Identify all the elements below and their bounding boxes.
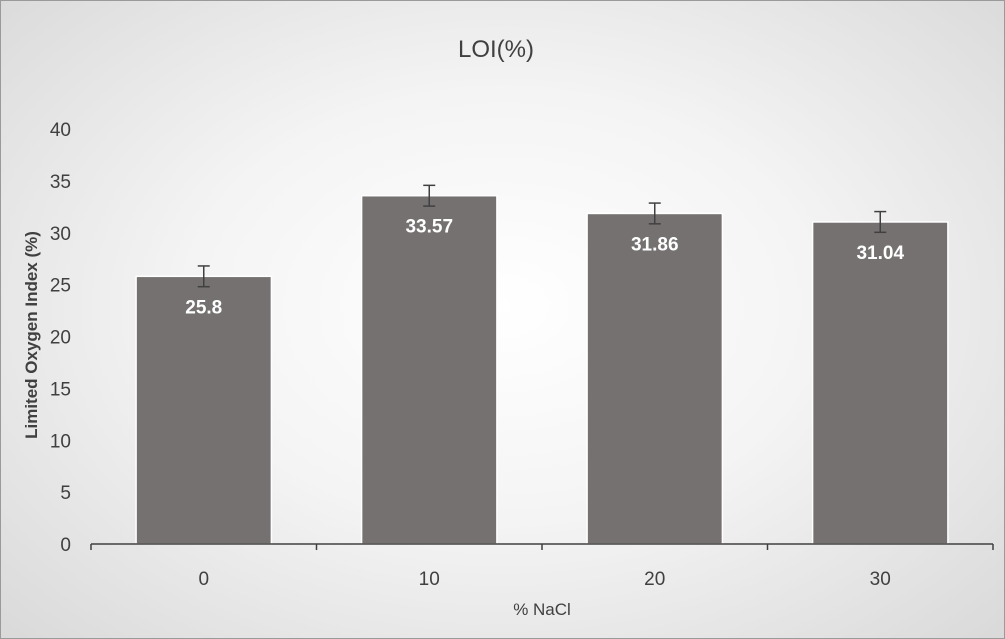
chart-title: LOI(%) — [458, 36, 534, 63]
bar — [360, 194, 498, 545]
x-axis-labels: 0 10 20 30 — [198, 569, 890, 590]
error-bars — [197, 184, 887, 288]
y-axis-title: Limited Oxygen Index (%) — [22, 231, 41, 439]
bar — [586, 212, 724, 545]
x-tick-label: 20 — [644, 569, 665, 590]
x-tick-label: 30 — [870, 569, 891, 590]
y-tick-label: 30 — [50, 224, 71, 245]
y-axis-ticks: 0 5 10 15 20 25 30 35 40 — [50, 120, 71, 556]
data-label: 31.86 — [631, 234, 679, 255]
bar — [135, 275, 273, 545]
x-tick-label: 10 — [419, 569, 440, 590]
y-tick-label: 0 — [60, 535, 71, 556]
y-tick-label: 5 — [60, 483, 71, 504]
data-label: 31.04 — [856, 243, 904, 264]
data-label: 25.8 — [185, 297, 222, 318]
bar — [811, 221, 949, 545]
data-labels: 25.8 33.57 31.86 31.04 — [185, 217, 904, 319]
y-tick-label: 40 — [50, 120, 71, 141]
y-tick-label: 25 — [50, 276, 71, 297]
y-tick-label: 10 — [50, 431, 71, 452]
data-label: 33.57 — [405, 217, 453, 238]
x-tick-label: 0 — [198, 569, 209, 590]
y-tick-label: 15 — [50, 379, 71, 400]
x-axis-ticks — [90, 544, 994, 550]
x-axis-title: % NaCl — [513, 600, 571, 619]
y-tick-label: 20 — [50, 328, 71, 349]
bars — [135, 194, 949, 545]
y-tick-label: 35 — [50, 172, 71, 193]
